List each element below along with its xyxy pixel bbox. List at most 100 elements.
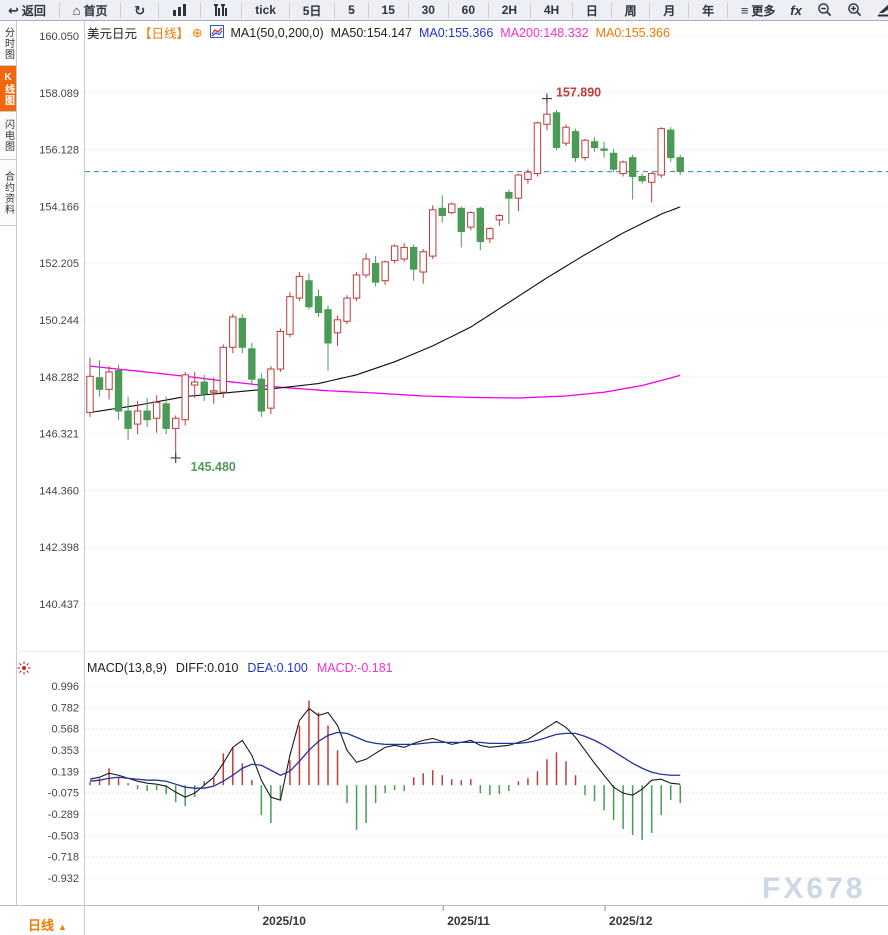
bottom-bar: 日线 ▲: [0, 906, 888, 935]
period-label: 4H: [543, 3, 560, 17]
indicator-settings-icon[interactable]: [17, 661, 31, 680]
back-button[interactable]: ↩ 返回: [6, 0, 48, 21]
svg-text:0.782: 0.782: [51, 702, 79, 714]
macd-title: MACD(13,8,9): [87, 661, 167, 675]
svg-text:156.128: 156.128: [39, 145, 79, 157]
period-week-button[interactable]: 周: [623, 0, 639, 21]
refresh-button[interactable]: ↻: [132, 0, 147, 21]
macd-diff-value: DIFF:0.010: [175, 661, 239, 675]
symbol-name: 美元日元: [87, 27, 138, 41]
draw-tool-button[interactable]: [874, 0, 888, 21]
period-label: tick: [255, 3, 276, 17]
svg-text:0.568: 0.568: [51, 724, 79, 736]
toolbar-separator: [649, 2, 651, 18]
macd-value: MACD:-0.181: [316, 661, 393, 675]
volume-button[interactable]: [212, 0, 231, 21]
svg-text:142.398: 142.398: [39, 542, 79, 554]
indicator-fx-button[interactable]: fx: [788, 0, 804, 21]
period-60m-button[interactable]: 60: [460, 0, 477, 21]
svg-text:146.321: 146.321: [39, 429, 79, 441]
period-day-button[interactable]: 日: [584, 0, 600, 21]
svg-text:144.360: 144.360: [39, 485, 79, 497]
toolbar-separator: [487, 2, 489, 18]
svg-text:148.282: 148.282: [39, 372, 79, 384]
toolbar: ↩ 返回 ⌂ 首页 ↻ tick 5日 5 15: [0, 0, 888, 21]
period-label: 5日: [302, 3, 322, 18]
chevron-up-icon: ▲: [58, 922, 67, 932]
period-month-button[interactable]: 月: [661, 0, 677, 21]
svg-text:-0.932: -0.932: [48, 873, 79, 885]
refresh-icon: ↻: [134, 2, 146, 18]
fx678-watermark: FX678: [762, 872, 866, 905]
toolbar-separator: [572, 2, 574, 18]
period-year-button[interactable]: 年: [700, 0, 716, 21]
candles: [86, 98, 684, 458]
period-2h-button[interactable]: 2H: [500, 0, 519, 21]
sidebar-tab-kline[interactable]: K线图: [0, 66, 16, 112]
sidebar-tab-label: 合约资料: [2, 170, 14, 215]
period-4h-button[interactable]: 4H: [542, 0, 561, 21]
svg-text:2025/10: 2025/10: [263, 914, 307, 928]
toolbar-separator: [241, 2, 243, 18]
zoom-in-button[interactable]: [845, 0, 864, 21]
toolbar-separator: [610, 2, 612, 18]
ma50-line: [89, 206, 681, 414]
back-icon: ↩: [8, 2, 19, 18]
period-label: 60: [461, 3, 476, 17]
svg-text:0.353: 0.353: [51, 745, 79, 757]
toolbar-separator: [120, 2, 122, 18]
toolbar-separator: [334, 2, 336, 18]
svg-text:-0.075: -0.075: [48, 788, 79, 800]
annotations: 157.890 145.480: [170, 86, 601, 474]
bar-chart-icon: [172, 3, 187, 18]
period-label: 周: [624, 3, 637, 18]
svg-text:0.139: 0.139: [51, 766, 79, 778]
more-button[interactable]: ≡ 更多: [739, 0, 778, 21]
pane-borders: [0, 21, 888, 935]
period-30m-button[interactable]: 30: [420, 0, 437, 21]
sidebar-tab-lightning[interactable]: 闪电图: [0, 112, 16, 160]
period-label: 2H: [501, 3, 518, 17]
sidebar-tab-timeshare[interactable]: 分时图: [0, 21, 16, 66]
svg-text:2025/12: 2025/12: [609, 914, 653, 928]
macd-diff-line: [89, 707, 681, 801]
sidebar: 分时图 K线图 闪电图 合约资料: [0, 21, 16, 226]
ma200-line: [89, 365, 681, 399]
ma0-blue-value: MA0:155.366: [418, 25, 494, 40]
toolbar-separator: [447, 2, 449, 18]
zoom-out-button[interactable]: [815, 0, 834, 21]
svg-text:140.437: 140.437: [39, 599, 79, 611]
svg-text:0.996: 0.996: [51, 681, 79, 693]
period-5d-button[interactable]: 5日: [301, 0, 324, 21]
toolbar-separator: [288, 2, 290, 18]
macd-histogram: [89, 700, 681, 840]
home-button[interactable]: ⌂ 首页: [71, 0, 110, 21]
toolbar-separator: [199, 2, 201, 18]
period-selector-label: 日线: [28, 918, 55, 933]
toolbar-separator: [58, 2, 60, 18]
period-selector[interactable]: 日线 ▲: [28, 915, 67, 934]
period-tag: 【日线】: [139, 27, 190, 41]
mini-chart-icon[interactable]: [209, 24, 224, 41]
period-5m-button[interactable]: 5: [346, 0, 357, 21]
sidebar-tab-contract-info[interactable]: 合约资料: [0, 160, 16, 226]
period-label: 5: [348, 3, 355, 17]
period-15m-button[interactable]: 15: [380, 0, 397, 21]
svg-text:150.244: 150.244: [39, 315, 79, 327]
ma0-orange-value: MA0:155.366: [595, 25, 670, 40]
period-tick-button[interactable]: tick: [253, 0, 278, 21]
macd-dea-value: DEA:0.100: [247, 661, 308, 675]
sidebar-tab-label: K线图: [2, 71, 14, 106]
toolbar-separator: [688, 2, 690, 18]
macd-header: MACD(13,8,9) DIFF:0.010 DEA:0.100 MACD:-…: [87, 661, 393, 675]
macd-dea-line: [89, 731, 681, 789]
ma-settings: MA1(50,0,200,0): [230, 25, 324, 40]
price-axis-labels: 160.050 158.089 156.128 154.166 152.205 150.2…: [39, 31, 79, 885]
chart-style-button[interactable]: [170, 0, 189, 21]
ma200-value: MA200:148.332: [500, 25, 589, 40]
period-label: 30: [421, 3, 435, 17]
svg-text:154.166: 154.166: [39, 201, 79, 213]
add-indicator-icon[interactable]: ⊕: [192, 26, 203, 40]
